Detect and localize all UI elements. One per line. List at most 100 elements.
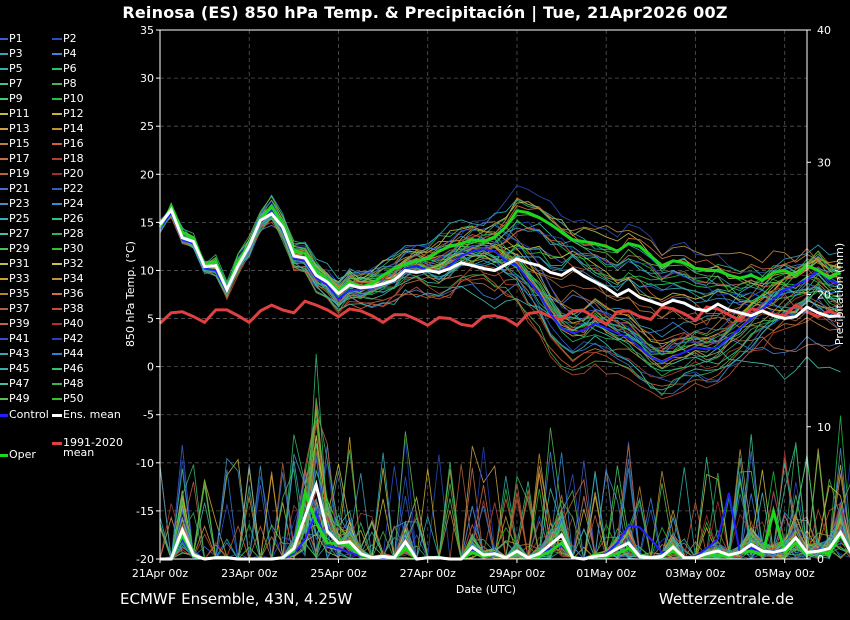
legend-swatch [52, 278, 62, 280]
legend-item-p11: P11 [0, 107, 30, 121]
legend-swatch [52, 113, 62, 115]
legend-swatch [52, 398, 62, 400]
legend-label: P41 [9, 332, 30, 345]
legend-item-p13: P13 [0, 122, 30, 136]
legend-item-p45: P45 [0, 362, 30, 376]
legend-swatch [52, 441, 62, 445]
legend-swatch [0, 453, 8, 457]
legend-label: P28 [63, 227, 84, 240]
legend-swatch [52, 53, 62, 55]
legend-label: P20 [63, 167, 84, 180]
legend-label: Oper [9, 448, 36, 461]
legend-label: P23 [9, 197, 30, 210]
legend-item-p49: P49 [0, 392, 30, 406]
legend-item-p31: P31 [0, 257, 30, 271]
legend-item-p38: P38 [52, 302, 84, 316]
legend-label: P7 [9, 77, 23, 90]
legend-swatch [52, 143, 62, 145]
y-tick-label-left: 0 [147, 361, 154, 374]
legend-swatch [52, 353, 62, 355]
legend-label: P1 [9, 32, 23, 45]
legend-item-p21: P21 [0, 182, 30, 196]
legend-swatch [52, 218, 62, 220]
legend-item-p47: P47 [0, 377, 30, 391]
legend-item-p20: P20 [52, 167, 84, 181]
legend-label: P19 [9, 167, 30, 180]
y-tick-label-right: 30 [817, 156, 831, 169]
y-tick-label-right: 0 [817, 553, 824, 566]
legend-label: P9 [9, 92, 23, 105]
legend-swatch [0, 383, 8, 385]
x-tick-label: 25Apr 00z [310, 567, 367, 580]
legend-label: P31 [9, 257, 30, 270]
legend-label: P37 [9, 302, 30, 315]
legend-swatch [0, 233, 8, 235]
legend-label: P5 [9, 62, 23, 75]
legend-label: P32 [63, 257, 84, 270]
legend-swatch [0, 188, 8, 190]
legend-item-control: Control [0, 408, 49, 422]
legend-label: P16 [63, 137, 84, 150]
legend-item-p9: P9 [0, 92, 23, 106]
legend-swatch [52, 263, 62, 265]
y-tick-label-left: 10 [140, 264, 154, 277]
legend-label: P12 [63, 107, 84, 120]
legend-swatch [52, 248, 62, 250]
legend-swatch [0, 353, 8, 355]
legend-item-clim-mean: 1991-2020 [52, 436, 123, 450]
legend-label: P43 [9, 347, 30, 360]
legend-swatch [0, 293, 8, 295]
legend-item-p12: P12 [52, 107, 84, 121]
legend-item-p33: P33 [0, 272, 30, 286]
legend-swatch [52, 38, 62, 40]
legend-label: P11 [9, 107, 30, 120]
legend-label: P44 [63, 347, 84, 360]
y-axis-label-left: 850 hPa Temp. (°C) [124, 241, 137, 347]
legend-label: P40 [63, 317, 84, 330]
legend-swatch [52, 308, 62, 310]
legend-item-p27: P27 [0, 227, 30, 241]
legend-swatch [0, 203, 8, 205]
legend-item-p3: P3 [0, 47, 23, 61]
legend-swatch [0, 173, 8, 175]
legend-label: P45 [9, 362, 30, 375]
legend-swatch [52, 98, 62, 100]
model-source: ECMWF Ensemble, 43N, 4.25W [120, 590, 353, 608]
legend-swatch [52, 188, 62, 190]
legend-label: P47 [9, 377, 30, 390]
legend-swatch [0, 143, 8, 145]
legend-swatch [0, 263, 8, 265]
legend-item-p6: P6 [52, 62, 77, 76]
legend-label: P46 [63, 362, 84, 375]
legend-item-p8: P8 [52, 77, 77, 91]
y-axis-label-right: Precipitation (mm) [833, 243, 846, 345]
legend-item-p36: P36 [52, 287, 84, 301]
legend-label: P39 [9, 317, 30, 330]
legend-item-p18: P18 [52, 152, 84, 166]
legend-label: P6 [63, 62, 77, 75]
legend-swatch [52, 368, 62, 370]
legend-label: P15 [9, 137, 30, 150]
legend-swatch [0, 338, 8, 340]
legend-item-p26: P26 [52, 212, 84, 226]
legend-swatch [0, 398, 8, 400]
chart-title: Reinosa (ES) 850 hPa Temp. & Precipitaci… [122, 3, 728, 22]
legend-label: P48 [63, 377, 84, 390]
legend-item-p24: P24 [52, 197, 84, 211]
legend-swatch [52, 323, 62, 325]
legend-swatch [0, 218, 8, 220]
x-tick-label: 05May 00z [755, 567, 815, 580]
legend-label: P25 [9, 212, 30, 225]
ens-mean-temp-line [158, 206, 841, 321]
legend-label: P29 [9, 242, 30, 255]
legend-item-p48: P48 [52, 377, 84, 391]
legend-swatch [0, 128, 8, 130]
legend-label: P10 [63, 92, 84, 105]
x-axis-label: Date (UTC) [456, 583, 516, 596]
legend-item-p1: P1 [0, 32, 23, 46]
legend-label: Ens. mean [63, 408, 121, 421]
legend-item-p29: P29 [0, 242, 30, 256]
legend-item-p7: P7 [0, 77, 23, 91]
legend-swatch [52, 68, 62, 70]
